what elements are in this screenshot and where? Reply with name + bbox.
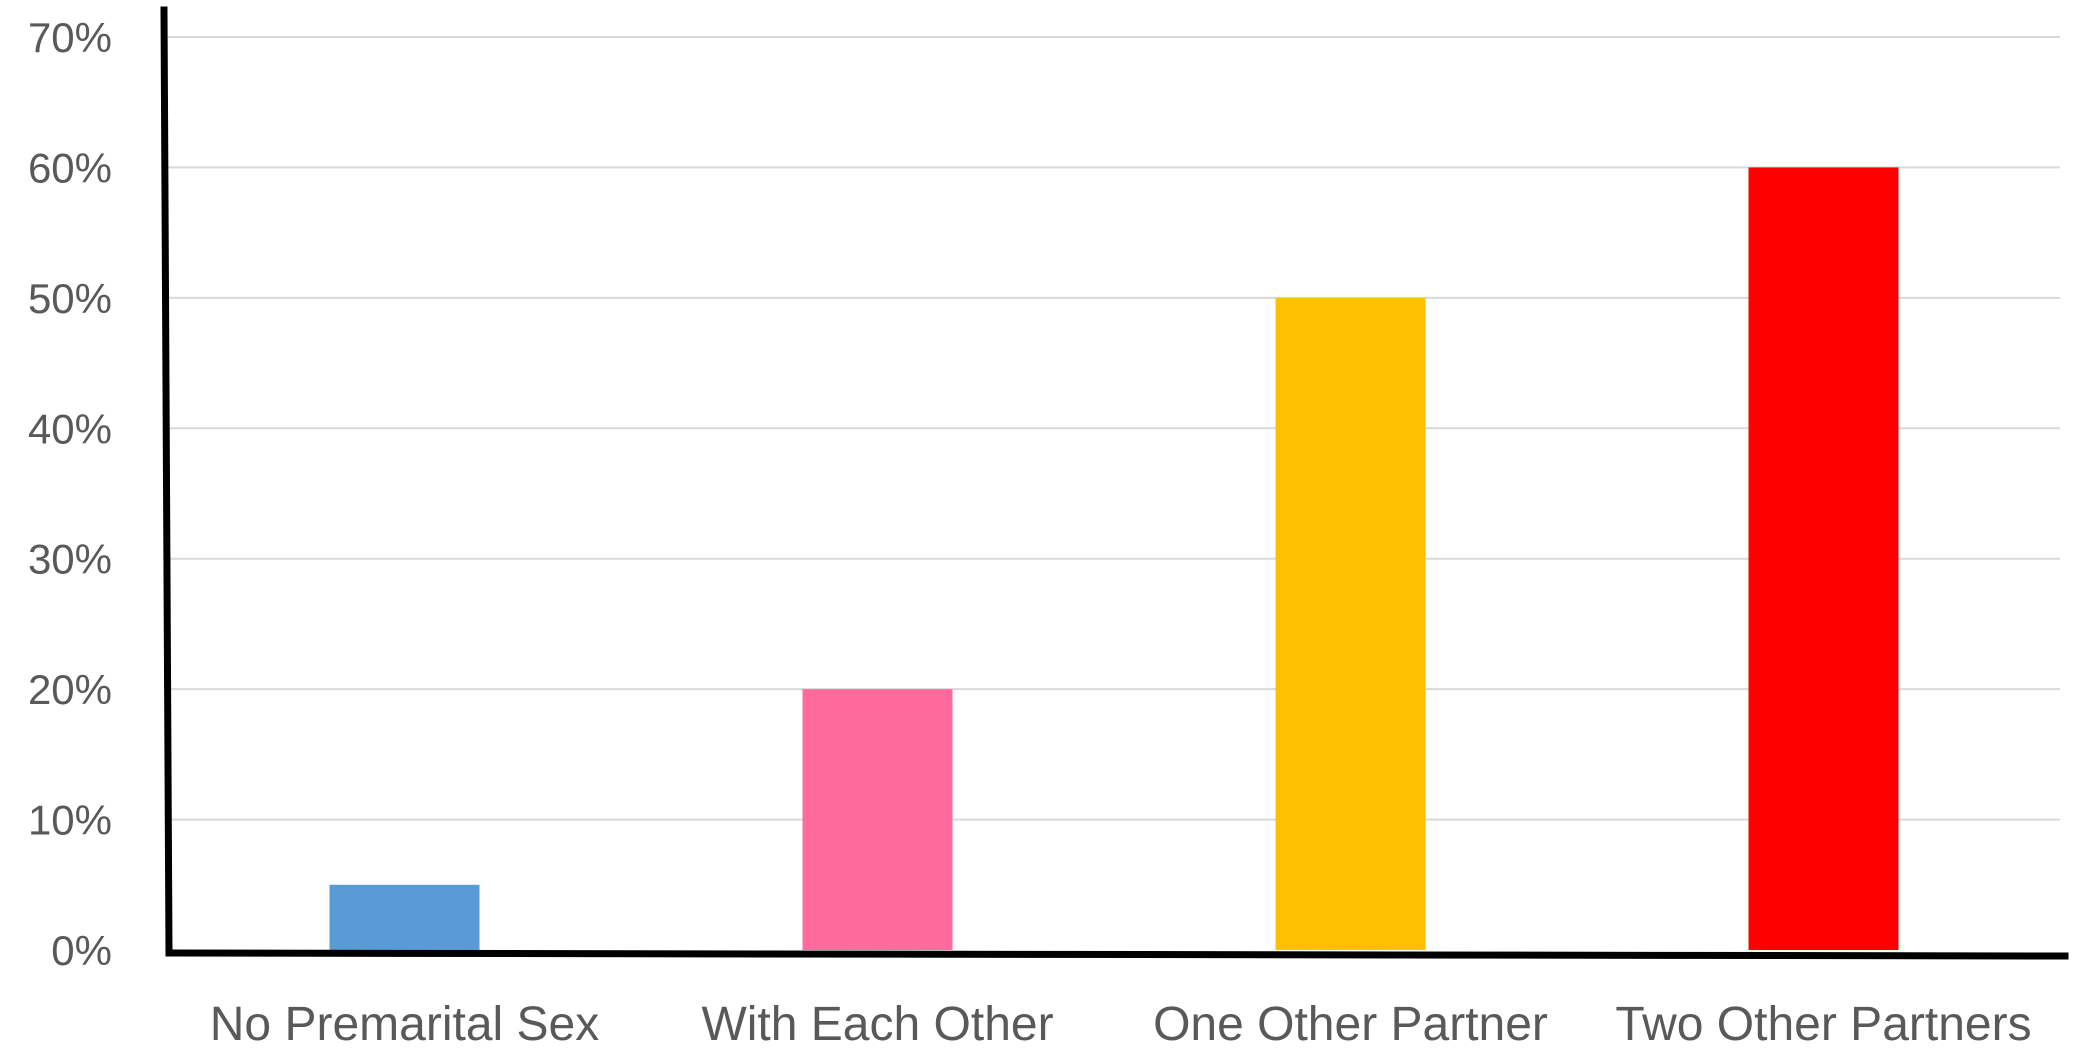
y-tick-label: 30% [28, 536, 112, 583]
x-category-labels: No Premarital Sex With Each Other One Othe… [210, 998, 2032, 1048]
x-category-label: With Each Other [701, 998, 1053, 1048]
bars [329, 167, 1899, 950]
bar [802, 689, 953, 950]
y-axis-line [160, 6, 173, 957]
x-category-label: No Premarital Sex [210, 998, 599, 1048]
bar [1748, 167, 1899, 950]
y-tick-label: 10% [28, 797, 112, 844]
bar [1275, 297, 1426, 950]
x-axis-line [165, 949, 2069, 960]
y-tick-label: 40% [28, 405, 112, 452]
y-tick-labels: 0% 10% 20% 30% 40% 50% 60% 70% [28, 14, 112, 974]
bar [329, 884, 480, 950]
y-tick-label: 70% [28, 14, 112, 61]
y-tick-label: 20% [28, 666, 112, 713]
x-category-label: Two Other Partners [1615, 998, 2031, 1048]
x-category-label: One Other Partner [1153, 998, 1548, 1048]
y-tick-label: 50% [28, 275, 112, 322]
y-tick-label: 0% [51, 927, 112, 974]
gridlines [168, 36, 2060, 821]
axes [160, 6, 2069, 960]
y-tick-label: 60% [28, 144, 112, 191]
